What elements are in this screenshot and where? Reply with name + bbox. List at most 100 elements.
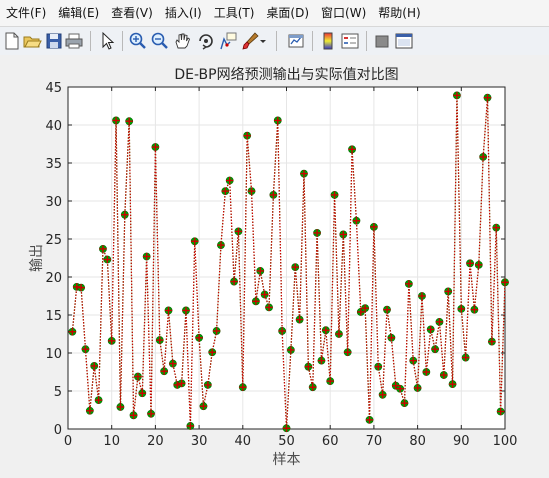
x-axis-label: 样本 bbox=[273, 452, 301, 468]
menu-item-4[interactable]: 工具(T) bbox=[213, 6, 255, 20]
toolbar-separator bbox=[366, 31, 367, 51]
actual-point bbox=[330, 191, 339, 199]
brush-dropdown-icon[interactable] bbox=[258, 31, 268, 51]
actual-point bbox=[282, 424, 291, 432]
actual-point bbox=[217, 241, 225, 249]
data-cursor-icon[interactable] bbox=[218, 31, 238, 51]
open-folder-icon[interactable] bbox=[22, 31, 42, 51]
link-plot-icon[interactable] bbox=[286, 31, 306, 51]
actual-point bbox=[265, 303, 273, 311]
actual-point bbox=[374, 363, 382, 371]
actual-point bbox=[169, 360, 177, 368]
menu-bar: 文件(F) 编辑(E) 查看(V) 插入(I) 工具(T) 桌面(D) 窗口(W) 帮助(H) bbox=[0, 0, 549, 26]
actual-point bbox=[164, 306, 173, 315]
y-tick-label: 35 bbox=[45, 157, 62, 172]
menu-item-7[interactable]: 帮助(H) bbox=[378, 6, 421, 20]
actual-point bbox=[348, 145, 356, 153]
actual-point bbox=[269, 191, 277, 199]
actual-point bbox=[230, 277, 238, 286]
actual-point bbox=[160, 367, 168, 375]
x-tick-label: 100 bbox=[493, 434, 518, 449]
series-layer bbox=[68, 91, 509, 433]
x-tick-label: 60 bbox=[322, 434, 339, 449]
actual-point bbox=[208, 348, 216, 356]
actual-point bbox=[247, 187, 256, 195]
actual-point bbox=[94, 396, 103, 404]
actual-point bbox=[221, 187, 229, 195]
menu-item-2[interactable]: 查看(V) bbox=[111, 6, 153, 20]
actual-point bbox=[352, 217, 361, 225]
actual-point bbox=[479, 153, 487, 161]
actual-point bbox=[317, 357, 326, 365]
y-tick-label: 40 bbox=[45, 119, 62, 134]
actual-point bbox=[405, 280, 413, 288]
actual-point bbox=[186, 422, 194, 430]
actual-point bbox=[151, 143, 159, 151]
actual-point bbox=[492, 224, 500, 232]
actual-point bbox=[243, 132, 251, 140]
menu-item-1[interactable]: 编辑(E) bbox=[58, 6, 100, 20]
actual-point bbox=[453, 91, 461, 99]
actual-point bbox=[274, 116, 282, 125]
menu-item-5[interactable]: 桌面(D) bbox=[266, 6, 310, 20]
actual-point bbox=[173, 381, 181, 389]
legend-icon[interactable] bbox=[340, 31, 360, 51]
chart: 0 10 20 30 40 50 60 70 80 90 100 0 5 10 15 20 25 30 35 40 45… bbox=[29, 67, 517, 468]
x-tick-label: 40 bbox=[235, 434, 252, 449]
x-tick-label: 70 bbox=[366, 434, 383, 449]
zoom-in-icon[interactable] bbox=[128, 31, 148, 51]
save-icon[interactable] bbox=[44, 31, 64, 51]
actual-point bbox=[422, 368, 430, 376]
actual-point bbox=[138, 389, 146, 397]
y-tick-label: 15 bbox=[45, 309, 62, 324]
actual-point bbox=[103, 255, 111, 264]
x-tick-label: 10 bbox=[103, 434, 120, 449]
actual-point bbox=[440, 371, 448, 379]
actual-point bbox=[112, 116, 120, 125]
y-axis-label: 输出 bbox=[29, 244, 45, 272]
actual-point bbox=[361, 304, 369, 312]
menu-item-0[interactable]: 文件(F) bbox=[6, 6, 47, 20]
actual-point bbox=[108, 337, 116, 345]
actual-point bbox=[156, 336, 164, 344]
y-tick-label: 0 bbox=[54, 423, 62, 438]
x-tick-label: 0 bbox=[64, 434, 72, 449]
menu-item-6[interactable]: 窗口(W) bbox=[321, 6, 367, 20]
actual-point bbox=[212, 327, 221, 335]
actual-point bbox=[304, 363, 312, 371]
actual-point bbox=[68, 328, 76, 336]
new-file-icon[interactable] bbox=[2, 31, 22, 51]
hide-plot-tools-icon[interactable] bbox=[372, 31, 392, 51]
y-tick-label: 20 bbox=[45, 271, 62, 286]
rotate-3d-icon[interactable] bbox=[196, 31, 216, 51]
menu-item-3[interactable]: 插入(I) bbox=[164, 6, 202, 20]
actual-point bbox=[199, 402, 208, 410]
actual-point bbox=[475, 261, 483, 269]
brush-icon[interactable] bbox=[240, 31, 260, 51]
pan-hand-icon[interactable] bbox=[172, 31, 192, 51]
actual-point bbox=[147, 410, 155, 418]
actual-point bbox=[322, 326, 330, 334]
y-tick-label: 10 bbox=[45, 347, 62, 362]
y-tick-label: 45 bbox=[45, 81, 62, 96]
actual-point bbox=[326, 377, 334, 385]
actual-point bbox=[409, 357, 417, 365]
actual-point bbox=[470, 306, 479, 314]
toolbar-separator bbox=[122, 31, 123, 51]
y-tick-label: 25 bbox=[45, 233, 62, 248]
actual-point bbox=[414, 384, 422, 392]
zoom-out-icon[interactable] bbox=[150, 31, 170, 51]
actual-point bbox=[309, 383, 317, 391]
print-icon[interactable] bbox=[64, 31, 84, 51]
x-tick-label: 90 bbox=[453, 434, 470, 449]
pointer-icon[interactable] bbox=[98, 31, 118, 51]
axes: 0 10 20 30 40 50 60 70 80 90 100 0 5 10 15 20 25 30 35 40 45 bbox=[45, 81, 517, 449]
actual-point bbox=[400, 399, 409, 407]
actual-point bbox=[125, 117, 133, 125]
colorbar-icon[interactable] bbox=[318, 31, 338, 51]
actual-point bbox=[370, 223, 378, 231]
actual-point bbox=[335, 330, 343, 338]
actual-point bbox=[483, 94, 492, 102]
show-plot-tools-icon[interactable] bbox=[394, 31, 414, 51]
actual-point bbox=[497, 407, 505, 416]
